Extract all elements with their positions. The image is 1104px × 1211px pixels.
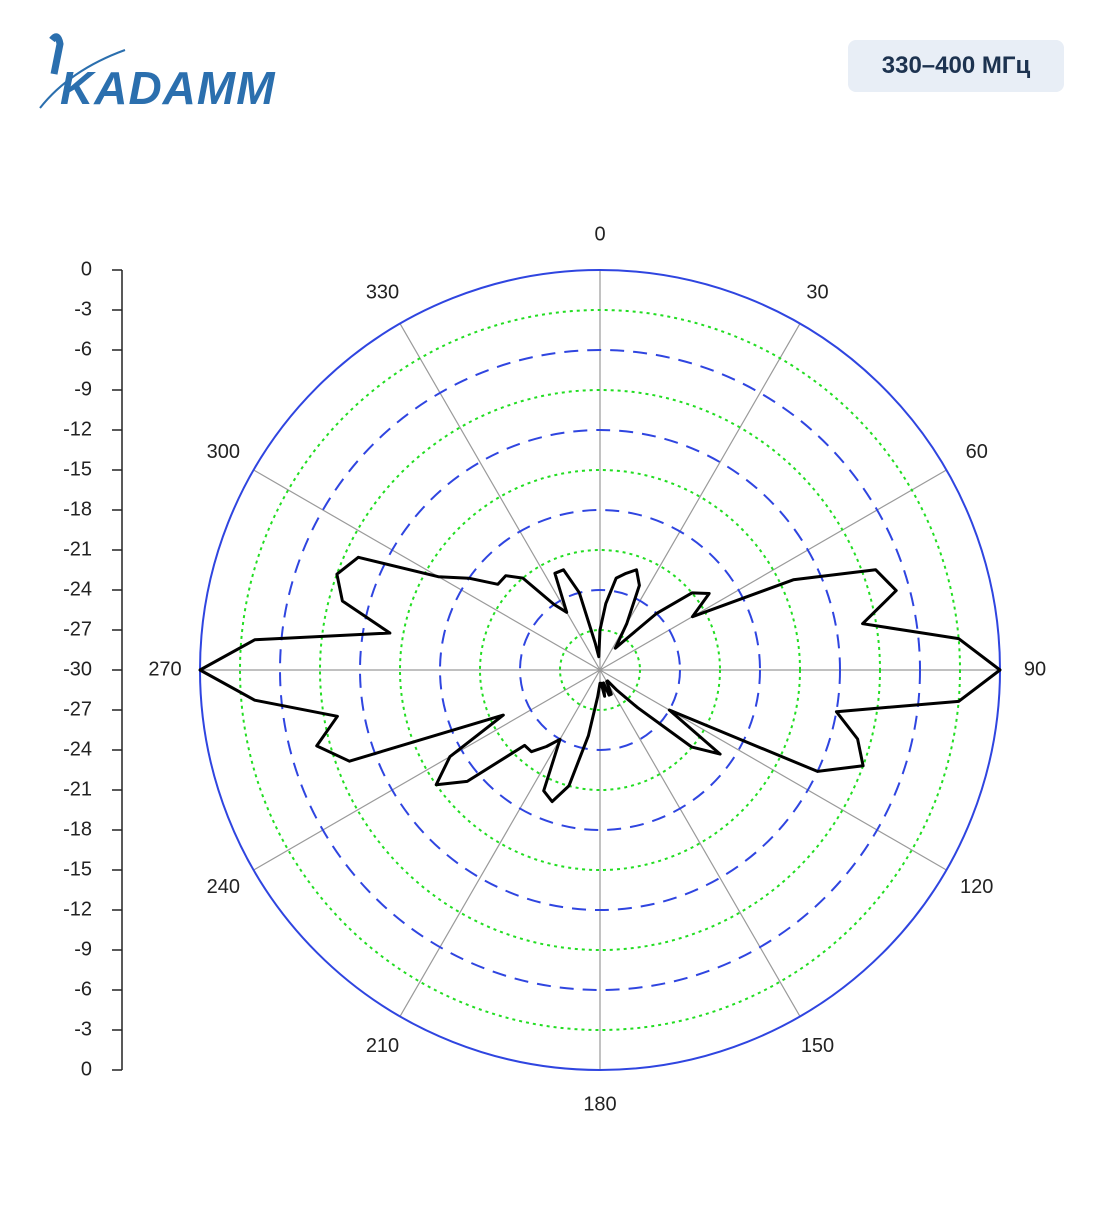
angle-label: 270 — [148, 658, 181, 680]
r-tick-label: 0 — [81, 1058, 92, 1080]
angle-label: 210 — [366, 1035, 399, 1057]
pattern-line — [198, 555, 1002, 804]
r-tick-label: 0 — [81, 258, 92, 280]
r-tick-label: -3 — [74, 298, 92, 320]
r-tick-label: -9 — [74, 378, 92, 400]
r-tick-label: -27 — [63, 698, 92, 720]
angle-label: 150 — [801, 1035, 834, 1057]
grid-ring — [239, 309, 961, 1031]
r-tick-label: -9 — [74, 938, 92, 960]
r-tick-label: -24 — [63, 738, 92, 760]
spoke — [599, 469, 947, 671]
angle-label: 300 — [207, 441, 240, 463]
r-tick-label: -21 — [63, 778, 92, 800]
grid-ring — [559, 629, 641, 711]
r-tick-label: -18 — [63, 818, 92, 840]
angle-label: 120 — [960, 876, 993, 898]
grid-ring — [399, 469, 801, 871]
grid-ring — [319, 389, 881, 951]
angle-label: 240 — [207, 876, 240, 898]
angle-label: 60 — [966, 441, 988, 463]
logo-swoosh — [39, 49, 126, 109]
grid-ring — [479, 549, 721, 791]
r-tick-label: -15 — [63, 858, 92, 880]
logo: KADAMM — [39, 33, 276, 114]
r-tick-label: -30 — [63, 658, 92, 680]
spoke — [599, 669, 947, 871]
r-tick-label: -21 — [63, 538, 92, 560]
r-tick-label: -6 — [74, 338, 92, 360]
logo-mark — [49, 33, 64, 75]
grid-ring — [519, 589, 681, 751]
r-tick-label: -18 — [63, 498, 92, 520]
spoke — [399, 669, 601, 1017]
grid-ring — [199, 269, 1001, 1071]
spoke — [399, 323, 601, 671]
angle-label: 90 — [1024, 658, 1046, 680]
angle-label: 30 — [806, 282, 828, 304]
spoke — [599, 323, 801, 671]
r-tick-label: -12 — [63, 898, 92, 920]
r-tick-label: -3 — [74, 1018, 92, 1040]
r-tick-label: -12 — [63, 418, 92, 440]
r-tick-label: -24 — [63, 578, 92, 600]
r-tick-label: -6 — [74, 978, 92, 1000]
band-badge: 330–400 МГц — [848, 40, 1064, 92]
logo-text: KADAMM — [60, 62, 276, 114]
angle-label: 0 — [594, 223, 605, 245]
spoke — [253, 469, 601, 671]
grid-ring — [359, 429, 841, 911]
angle-label: 330 — [366, 282, 399, 304]
spoke — [599, 669, 801, 1017]
r-tick-label: -27 — [63, 618, 92, 640]
spoke — [253, 669, 601, 871]
r-tick-label: -15 — [63, 458, 92, 480]
angle-label: 180 — [583, 1093, 616, 1115]
grid-ring — [279, 349, 921, 991]
grid-ring — [439, 509, 761, 831]
